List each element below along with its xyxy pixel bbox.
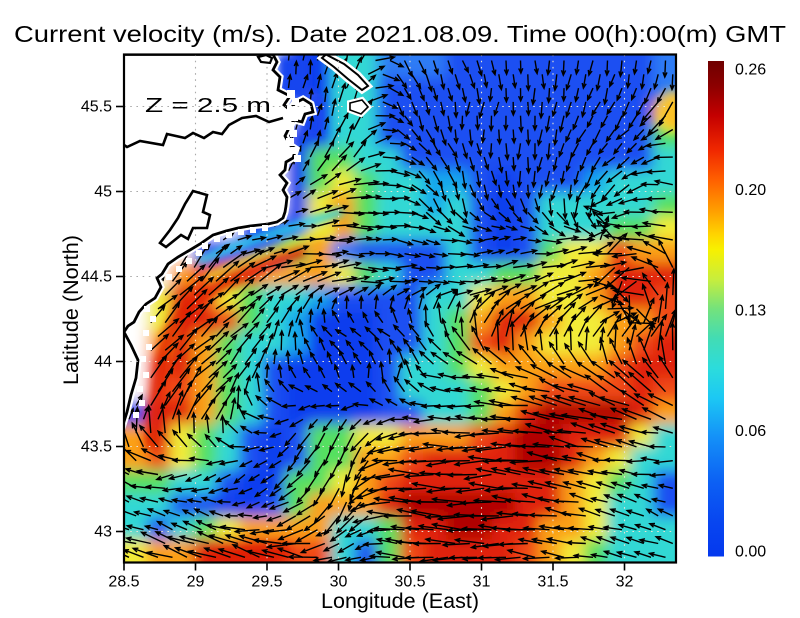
svg-text:43: 43	[94, 524, 112, 541]
svg-text:31: 31	[473, 574, 491, 591]
svg-text:45: 45	[94, 184, 112, 201]
svg-text:45.5: 45.5	[81, 99, 112, 116]
svg-text:29.5: 29.5	[251, 574, 282, 591]
svg-text:0.26: 0.26	[735, 62, 766, 79]
svg-text:30.5: 30.5	[394, 574, 425, 591]
svg-text:44: 44	[94, 354, 112, 371]
svg-text:0.06: 0.06	[735, 423, 766, 440]
svg-text:0.20: 0.20	[735, 182, 766, 199]
svg-text:0.13: 0.13	[735, 303, 766, 320]
svg-text:31.5: 31.5	[537, 574, 568, 591]
svg-text:28.5: 28.5	[108, 574, 139, 591]
svg-text:29: 29	[187, 574, 205, 591]
svg-text:Longitude (East): Longitude (East)	[321, 590, 479, 613]
svg-text:Z = 2.5 m: Z = 2.5 m	[145, 95, 271, 117]
svg-text:30: 30	[330, 574, 348, 591]
svg-text:0.00: 0.00	[735, 544, 766, 561]
svg-text:32: 32	[616, 574, 634, 591]
svg-text:43.5: 43.5	[81, 439, 112, 456]
svg-text:44.5: 44.5	[81, 269, 112, 286]
svg-text:Current velocity (m/s). Date 2: Current velocity (m/s). Date 2021.08.09.…	[14, 21, 786, 47]
svg-text:Latitude (North): Latitude (North)	[60, 235, 83, 385]
